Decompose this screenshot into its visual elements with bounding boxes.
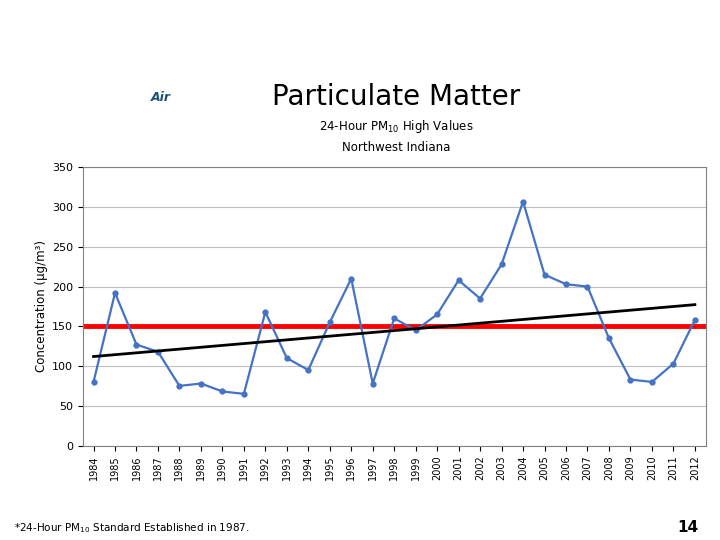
Text: 14: 14 xyxy=(678,519,698,535)
Text: 24-Hour PM$_{10}$ High Values
Northwest Indiana: 24-Hour PM$_{10}$ High Values Northwest … xyxy=(319,118,473,154)
Text: *24-Hour PM$_{10}$ Standard Established in 1987.: *24-Hour PM$_{10}$ Standard Established … xyxy=(14,521,250,535)
Text: Air: Air xyxy=(151,91,171,104)
Text: We Protect Hoosiers and Our Environment: We Protect Hoosiers and Our Environment xyxy=(151,57,400,68)
Text: IDEM: IDEM xyxy=(47,56,82,69)
Text: Particulate Matter: Particulate Matter xyxy=(272,83,520,111)
Y-axis label: Concentration (µg/m³): Concentration (µg/m³) xyxy=(35,240,48,373)
